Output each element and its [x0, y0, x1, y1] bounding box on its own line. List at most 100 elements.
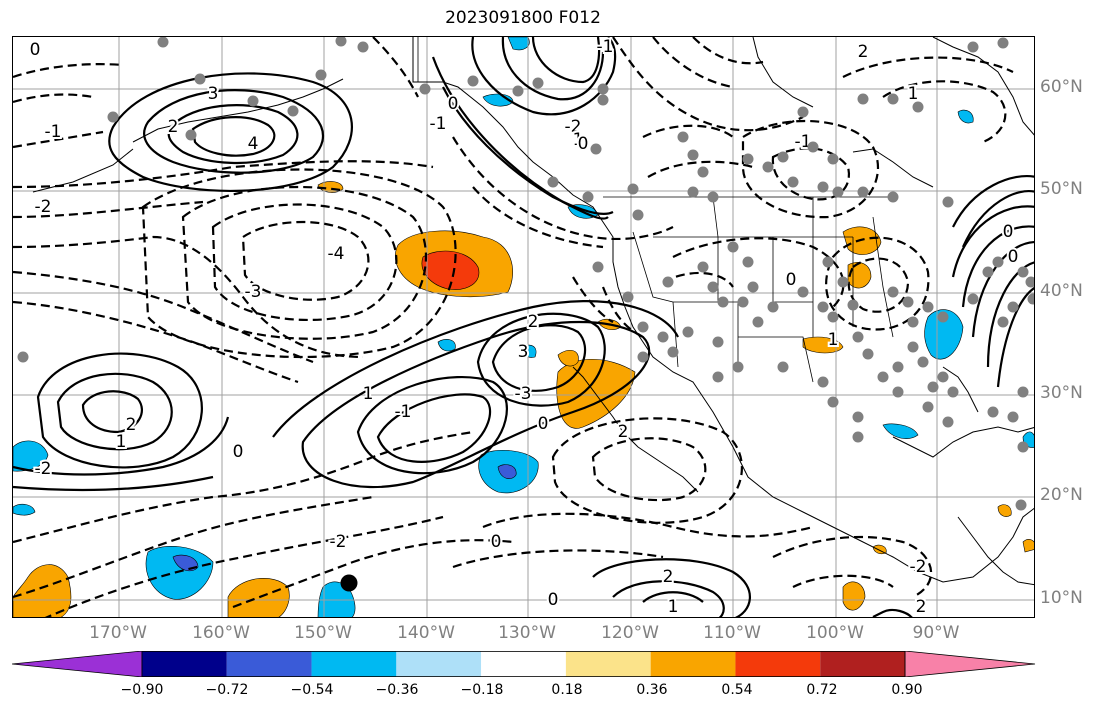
station-dot	[467, 75, 479, 87]
contour-solid	[13, 475, 214, 492]
station-dot	[847, 299, 859, 311]
station-dot	[827, 153, 839, 165]
contour-label: -3	[245, 282, 262, 302]
contour-dashed	[772, 535, 933, 598]
contour-dashed	[771, 147, 851, 201]
latitude-label: 10°N	[1040, 588, 1083, 608]
station-dot	[887, 93, 899, 105]
station-dot	[335, 37, 347, 47]
station-dot	[852, 331, 864, 343]
coastline	[932, 37, 1034, 136]
coastline	[412, 37, 1034, 583]
station-dot	[742, 256, 754, 268]
station-dot	[637, 321, 649, 333]
colorbar-outline	[141, 651, 906, 677]
contour-label: -2	[330, 532, 347, 552]
colorbar	[12, 651, 1036, 677]
colorbar-tick-label: −0.36	[375, 682, 419, 698]
latitude-label: 20°N	[1040, 485, 1083, 505]
contour-dashed	[842, 56, 1014, 78]
station-dot	[717, 296, 729, 308]
shaded-area	[421, 250, 480, 290]
contour-dashed	[482, 512, 814, 538]
contour-label: 0	[448, 94, 459, 114]
contour-label: -1	[430, 114, 447, 134]
contour-solid	[642, 591, 704, 603]
contour-dashed	[372, 37, 419, 98]
station-dot	[857, 93, 869, 105]
station-dot	[185, 129, 197, 141]
contour-dashed	[572, 276, 614, 323]
station-dot	[937, 311, 949, 323]
station-dot	[822, 256, 834, 268]
shaded-area	[842, 581, 866, 611]
contour-label: 3	[518, 342, 529, 362]
colorbar-box	[735, 651, 821, 677]
contour-solid	[961, 190, 1034, 248]
contour-dashed	[692, 37, 764, 65]
station-dot	[777, 361, 789, 373]
border-line	[738, 336, 814, 383]
coastline	[957, 516, 1034, 586]
contour-solid	[872, 608, 913, 617]
station-dot	[1017, 386, 1029, 398]
contour-solid	[471, 37, 617, 116]
station-dot	[857, 186, 869, 198]
contour-solid	[951, 205, 1034, 278]
contour-labels: 0-1 2-23-34-412-201-123-30 2-21-10210-2021…	[28, 37, 1021, 617]
contour-solid	[491, 324, 587, 392]
contour-label: 1	[908, 84, 919, 104]
contour-solid	[167, 104, 299, 165]
shaded-area	[1022, 539, 1034, 553]
contour-dashed	[44, 515, 444, 617]
shaded-area	[13, 440, 49, 472]
contour-solid	[442, 86, 614, 215]
contour-dashed	[452, 549, 664, 569]
station-dot	[727, 241, 739, 253]
contour-dashed	[181, 186, 427, 340]
contour-label: 0	[786, 270, 797, 290]
colorbar-box	[820, 651, 905, 677]
shaded-area	[145, 546, 214, 600]
station-dot	[942, 416, 954, 428]
contour-dashed	[13, 235, 364, 359]
contour-dashed	[13, 200, 204, 219]
contour-dashed	[612, 37, 804, 132]
station-dot	[942, 196, 954, 208]
colorbar-tick-label: 0.72	[806, 682, 838, 698]
contour-dashed	[211, 203, 398, 321]
contour-solid	[612, 580, 725, 617]
station-dot	[912, 101, 924, 113]
contour-solid	[996, 287, 1034, 388]
station-dot	[687, 186, 699, 198]
station-dot	[1017, 266, 1029, 278]
station-dot	[677, 131, 689, 143]
station-dot	[1007, 411, 1019, 423]
station-dot	[837, 276, 849, 288]
station-dot	[992, 256, 1004, 268]
contour-dashed	[591, 437, 707, 502]
station-dot	[592, 261, 604, 273]
contour-solid	[301, 320, 651, 489]
contour-dashed	[662, 271, 734, 288]
border-line	[872, 216, 894, 338]
contour-solid	[376, 393, 492, 463]
station-dot	[662, 276, 674, 288]
contour-dashed	[13, 160, 434, 189]
contour-dashed	[792, 574, 894, 588]
station-dot	[862, 348, 874, 360]
contour-dashed	[642, 124, 734, 138]
shaded-area	[957, 109, 974, 124]
station-dot	[737, 296, 749, 308]
station-dot	[315, 69, 327, 81]
colorbar-box	[311, 651, 397, 677]
station-dot	[597, 83, 609, 95]
station-dot	[787, 176, 799, 188]
station-dot	[1027, 293, 1034, 305]
colorbar-extend-min	[12, 651, 143, 677]
coastline	[852, 148, 934, 188]
colorbar-box	[396, 651, 482, 677]
station-dot	[532, 77, 544, 89]
contour-solid	[272, 300, 679, 438]
coastline	[752, 37, 814, 108]
